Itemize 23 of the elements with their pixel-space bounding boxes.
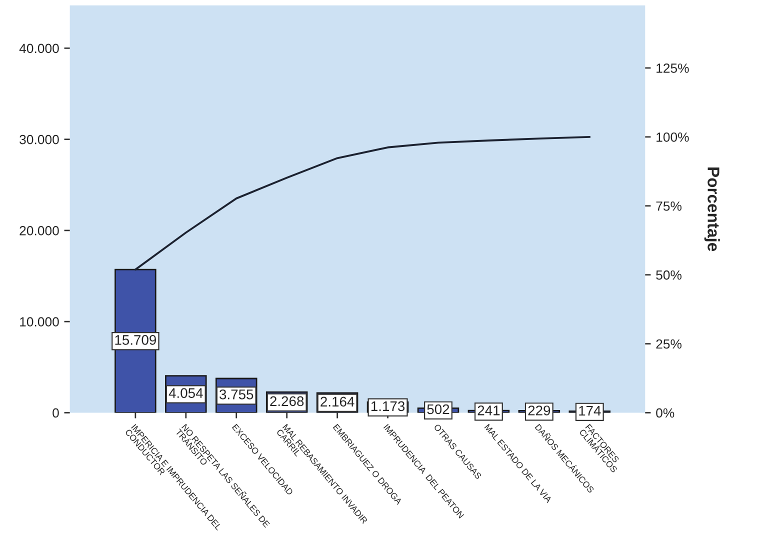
data-label: 174 <box>579 406 601 416</box>
data-label: 1.173 <box>371 401 405 412</box>
data-label: 241 <box>478 406 500 416</box>
y-tick-label: 30.000 <box>20 134 59 144</box>
data-label: 3.755 <box>220 390 254 400</box>
data-label: 2.268 <box>270 396 304 406</box>
y-tick-label: 40.000 <box>19 44 59 54</box>
y2-tick-label: 25% <box>656 339 682 349</box>
y-tick-label: 20.000 <box>20 226 59 236</box>
y2-tick-label: 100% <box>656 132 689 142</box>
y2-axis-title: Porcentaje <box>704 168 720 252</box>
data-label: 15.709 <box>115 335 156 345</box>
y2-tick-label: 0% <box>656 408 674 418</box>
y2-tick-label: 75% <box>656 201 682 211</box>
data-label: 2.164 <box>320 396 354 407</box>
line-series <box>134 136 591 271</box>
data-label: 502 <box>427 404 450 414</box>
data-label: 4.054 <box>168 388 203 398</box>
y-tick-label: 0 <box>52 408 59 418</box>
data-label: 229 <box>528 406 550 416</box>
y2-tick-label: 50% <box>656 270 682 280</box>
y2-tick-label: 125% <box>656 64 689 73</box>
y-tick-label: 10.000 <box>20 317 59 326</box>
